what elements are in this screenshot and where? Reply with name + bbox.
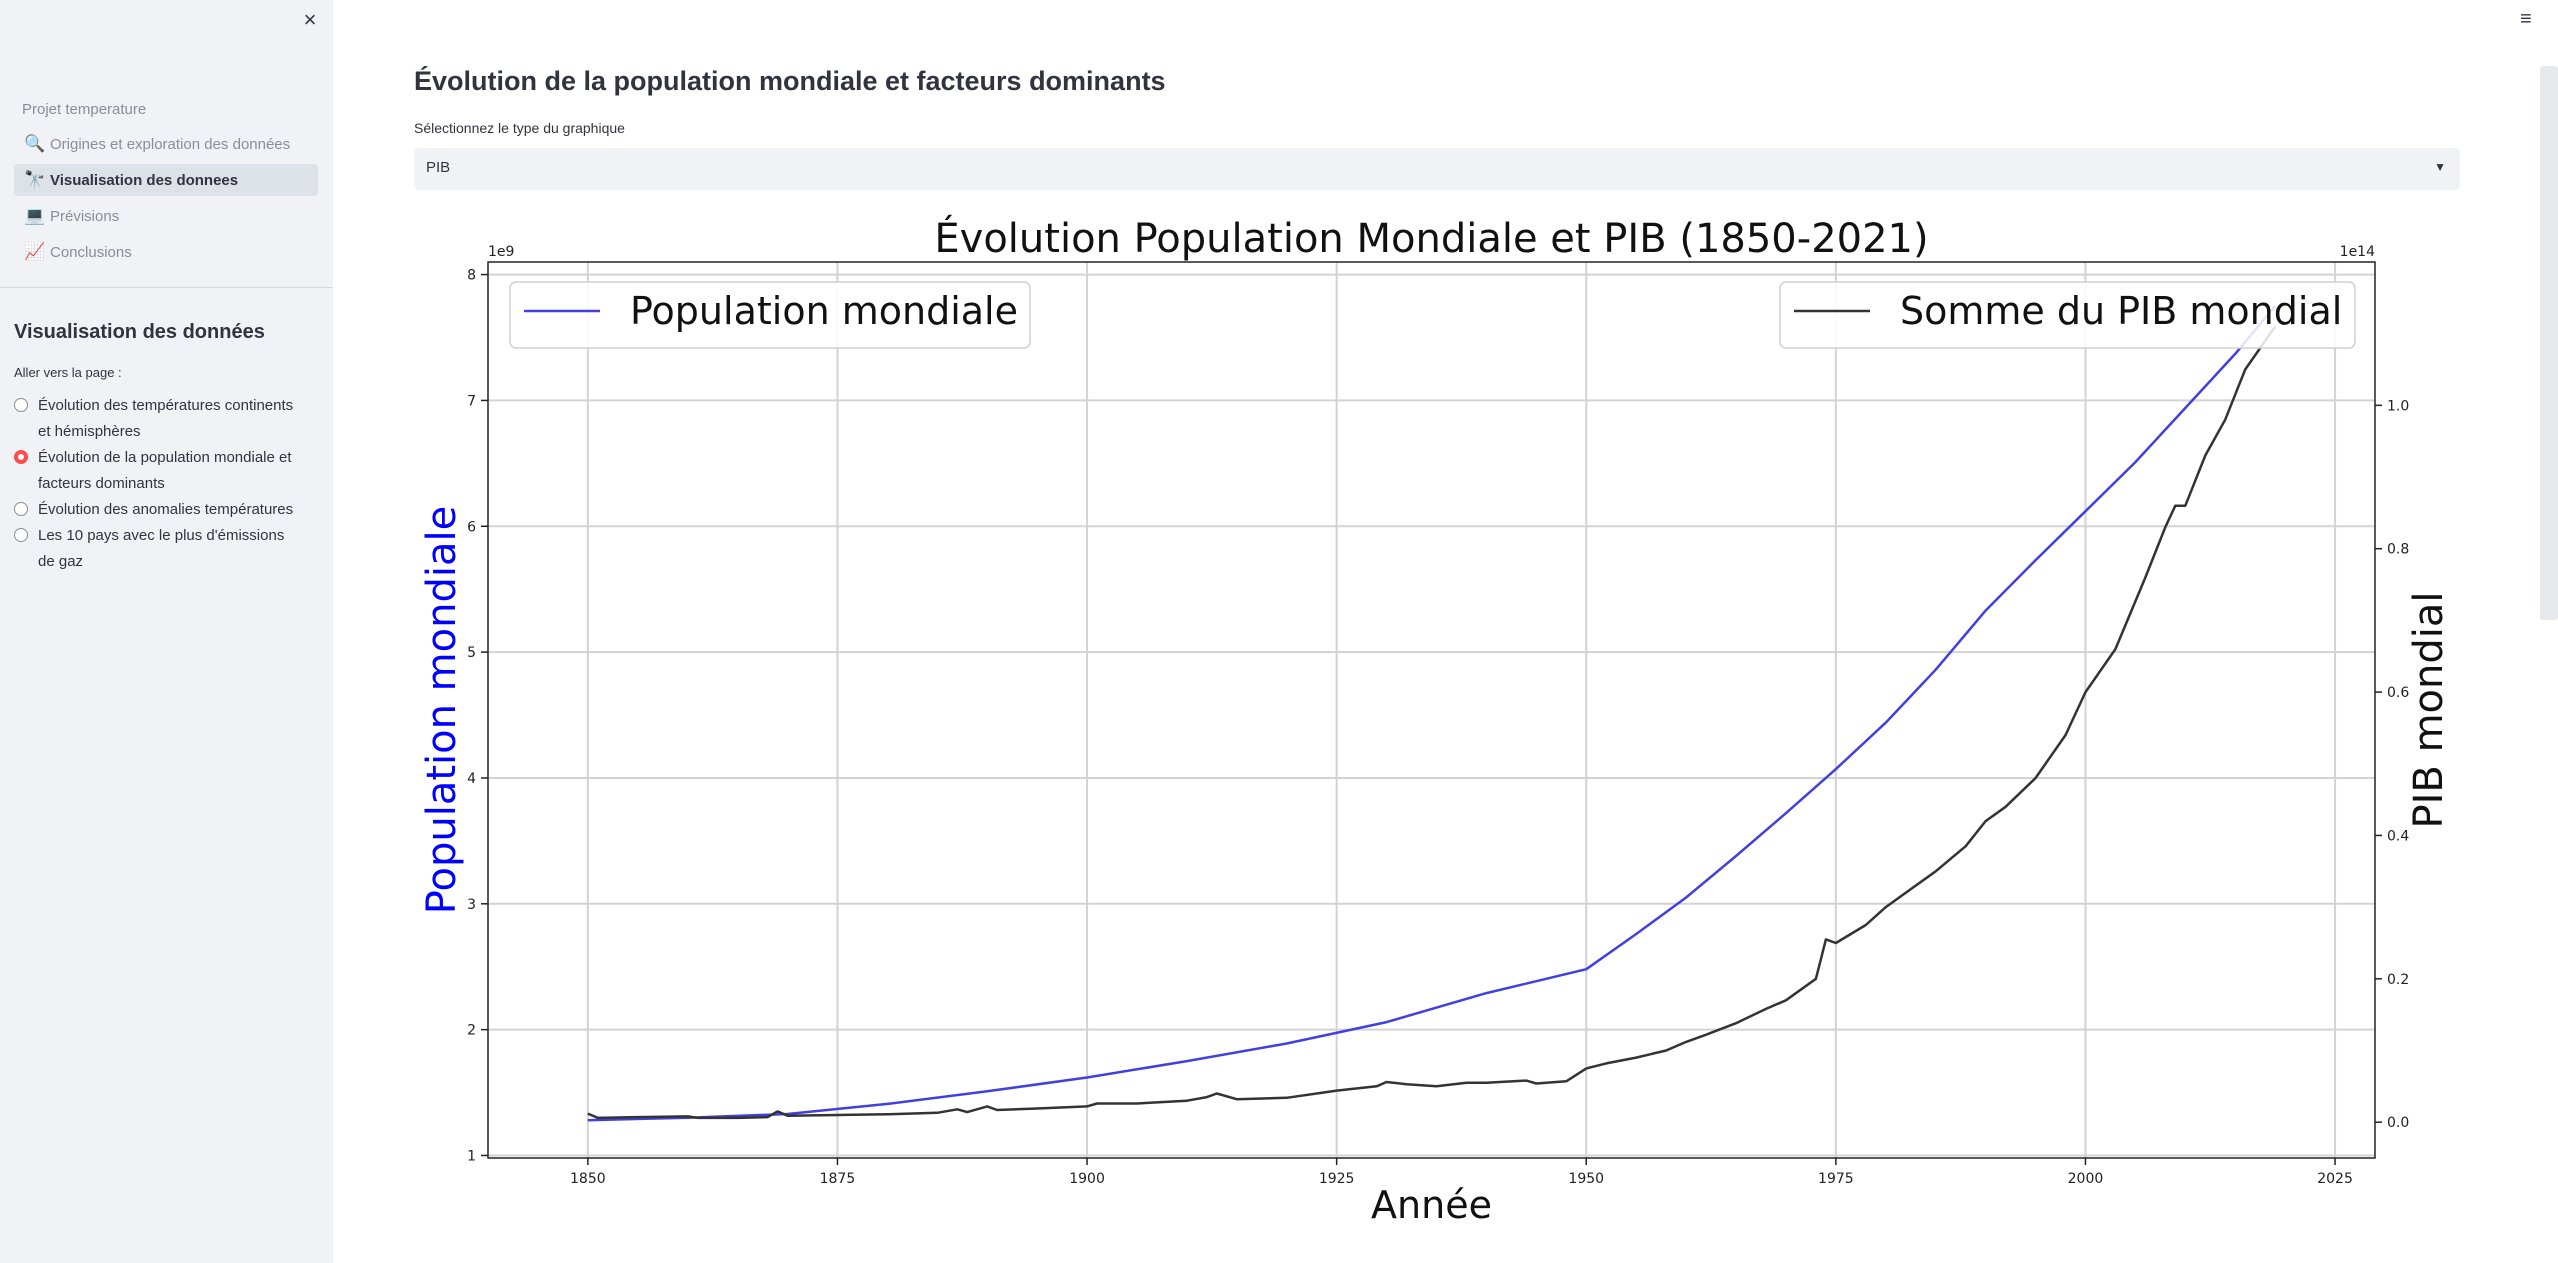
y-right-tick-label: 0.8 [2387,542,2409,558]
close-sidebar-button[interactable]: × [303,7,317,32]
radio-button-icon[interactable] [14,398,28,412]
y-tick-label: 7 [467,393,476,409]
chart-type-selected-value: PIB [426,159,451,176]
x-tick-label: 2000 [2068,1171,2104,1187]
chart-increasing-icon: 📈 [24,242,46,261]
plot-frame [487,261,2376,1159]
x-tick-label: 1925 [1319,1171,1355,1187]
sidebar: × Projet temperature 🔍 Origines et explo… [0,0,333,1263]
x-tick-label: 1900 [1069,1171,1105,1187]
y-right-multiplier-label: 1e14 [2340,244,2375,260]
nav-item-label: Visualisation des donnees [50,171,239,189]
nav-item-label: Conclusions [50,243,132,261]
y-tick-label: 2 [467,1023,476,1039]
magnifier-icon: 🔍 [24,134,46,153]
nav-item-visualisation[interactable]: 🔭 Visualisation des donnees [14,164,318,196]
y-right-axis-label: PIB mondial [2406,592,2452,829]
x-tick-label: 1950 [1568,1171,1604,1187]
radio-anomalies-temperatures[interactable]: Évolution des anomalies températures [14,497,314,523]
radio-button-checked-icon[interactable] [14,450,28,464]
y-right-tick-label: 0.2 [2387,972,2409,988]
page-radio-group: Évolution des températures continents et… [14,393,314,575]
y-right-tick-label: 1.0 [2387,398,2409,414]
laptop-icon: 💻 [24,206,46,225]
nav-header: Projet temperature [22,101,147,118]
x-tick-label: 1850 [570,1171,606,1187]
y-right-tick-label: 0.4 [2387,828,2409,844]
y-axis-label: Population mondiale [419,506,465,914]
x-tick-label: 2025 [2317,1171,2353,1187]
chart-type-select[interactable]: PIB ▼ [414,148,2460,190]
y-right-tick-label: 0.6 [2387,685,2409,701]
page-select-label: Aller vers la page : [14,365,122,380]
nav-item-conclusions[interactable]: 📈 Conclusions [14,236,318,268]
chevron-down-icon: ▼ [2434,160,2446,174]
radio-button-icon[interactable] [14,528,28,542]
nav-item-previsions[interactable]: 💻 Prévisions [14,200,318,232]
y-tick-label: 5 [467,645,476,661]
x-axis-label: Année [1371,1183,1492,1227]
radio-10-pays-emissions[interactable]: Les 10 pays avec le plus d'émissions de … [14,523,314,575]
radio-label: Évolution des anomalies températures [38,501,294,518]
sidebar-divider [0,287,333,288]
nav-list: 🔍 Origines et exploration des données 🔭 … [14,128,318,272]
chart-title: Évolution Population Mondiale et PIB (18… [934,214,1928,262]
y-right-tick-label: 0.0 [2387,1115,2409,1131]
radio-label: Évolution des températures continents et… [38,397,294,440]
nav-item-label: Origines et exploration des données [50,135,291,153]
sidebar-section-title: Visualisation des données [14,321,265,343]
y-tick-label: 1 [467,1148,476,1164]
legend-right-box [1779,281,2356,349]
x-tick-label: 1875 [820,1171,856,1187]
radio-population-mondiale[interactable]: Évolution de la population mondiale et f… [14,445,314,497]
nav-item-origines[interactable]: 🔍 Origines et exploration des données [14,128,318,160]
y-tick-label: 4 [467,771,476,787]
page-scrollbar[interactable] [2540,66,2558,620]
radio-temperatures-continents[interactable]: Évolution des températures continents et… [14,393,314,445]
y-multiplier-label: 1e9 [488,244,514,260]
radio-label: Les 10 pays avec le plus d'émissions de … [38,527,285,570]
telescope-icon: 🔭 [24,170,46,189]
chart-type-label: Sélectionnez le type du graphique [414,120,625,136]
y-tick-label: 8 [467,268,476,284]
y-tick-label: 6 [467,519,476,535]
y-tick-label: 3 [467,897,476,913]
x-tick-label: 1975 [1818,1171,1854,1187]
page-title: Évolution de la population mondiale et f… [414,66,1166,96]
radio-label: Évolution de la population mondiale et f… [38,449,292,492]
legend-left-box [509,281,1031,349]
legend-population-label: Population mondiale [630,289,1018,333]
pib-line [587,325,2277,1120]
population-line [587,305,2277,1122]
main-menu-icon[interactable]: ≡ [2520,8,2532,30]
radio-button-icon[interactable] [14,502,28,516]
nav-item-label: Prévisions [50,207,120,225]
legend-pib-label: Somme du PIB mondial [1900,289,2342,333]
